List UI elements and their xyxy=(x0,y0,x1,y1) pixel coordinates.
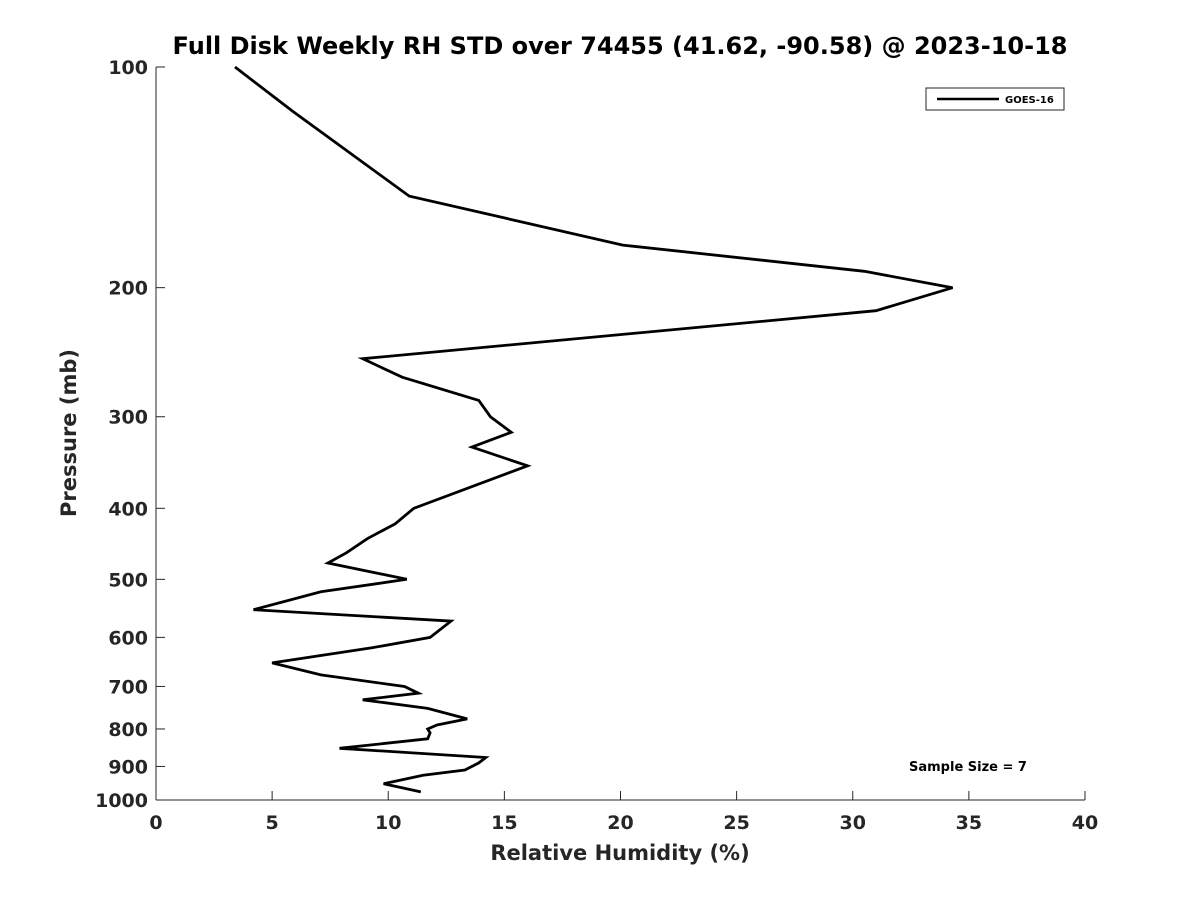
plot-area: 0 5 10 15 20 25 30 35 40 100 200 300 400 500 600 700 80… xyxy=(95,57,1098,834)
x-ticks: 0 5 10 15 20 25 30 35 40 xyxy=(149,791,1098,834)
y-ticks: 100 200 300 400 500 600 700 800 900 1000 xyxy=(95,57,165,812)
y-axis-label: Pressure (mb) xyxy=(57,349,81,517)
y-tick-label: 500 xyxy=(108,569,148,591)
sample-size-annotation: Sample Size = 7 xyxy=(909,760,1027,775)
series-line-goes-16 xyxy=(234,65,954,794)
y-tick-label: 900 xyxy=(108,756,148,778)
legend-label: GOES-16 xyxy=(1005,95,1054,106)
x-tick-label: 40 xyxy=(1072,812,1098,834)
x-tick-label: 0 xyxy=(149,812,162,834)
chart-title: Full Disk Weekly RH STD over 74455 (41.6… xyxy=(173,32,1068,60)
legend: GOES-16 xyxy=(925,87,1065,111)
y-tick-label: 600 xyxy=(108,627,148,649)
y-tick-label: 300 xyxy=(108,407,148,429)
y-tick-label: 1000 xyxy=(95,790,148,812)
x-tick-label: 30 xyxy=(840,812,866,834)
x-tick-label: 25 xyxy=(723,812,749,834)
y-tick-label: 400 xyxy=(108,498,148,520)
x-tick-label: 15 xyxy=(491,812,517,834)
x-tick-label: 10 xyxy=(375,812,401,834)
y-tick-label: 800 xyxy=(108,719,148,741)
y-tick-label: 100 xyxy=(108,57,148,79)
x-tick-label: 5 xyxy=(266,812,279,834)
x-axis-label: Relative Humidity (%) xyxy=(490,841,749,865)
series-group xyxy=(234,65,954,794)
y-tick-label: 700 xyxy=(108,676,148,698)
x-tick-label: 20 xyxy=(607,812,633,834)
x-tick-label: 35 xyxy=(956,812,982,834)
y-tick-label: 200 xyxy=(108,278,148,300)
